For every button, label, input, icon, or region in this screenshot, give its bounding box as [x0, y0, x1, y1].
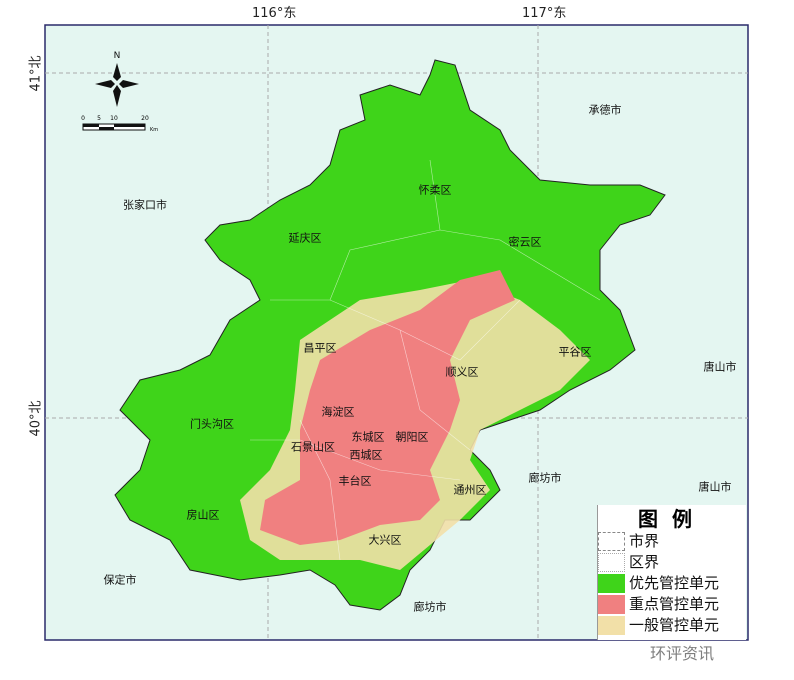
place-label: 大兴区	[368, 533, 402, 547]
place-label: 廊坊市	[528, 471, 562, 485]
legend-title: 图例	[638, 507, 706, 531]
place-label: 海淀区	[321, 405, 355, 419]
watermark: 环评资讯	[650, 644, 715, 663]
place-label: 张家口市	[123, 198, 167, 212]
place-label: 平谷区	[558, 345, 592, 359]
place-label: 朝阳区	[395, 430, 429, 444]
place-label: 顺义区	[445, 365, 479, 379]
place-label: 延庆区	[288, 231, 322, 245]
legend-label: 优先管控单元	[629, 574, 720, 592]
place-label: 东城区	[351, 430, 385, 444]
lat-label-40: 40°北	[28, 400, 44, 437]
place-label: 通州区	[453, 483, 487, 497]
lat-label-41: 41°北	[28, 55, 44, 92]
dashed-line-swatch	[598, 532, 625, 551]
green-swatch	[598, 574, 625, 593]
legend: 图例 市界 区界 优先管控单元 重点管控单元 一般管控单元	[597, 505, 746, 640]
scale-bar: 0 5 10 20 Km	[81, 115, 158, 133]
svg-text:5: 5	[97, 115, 101, 122]
lon-label-116: 116°东	[252, 6, 297, 21]
legend-item-priority: 优先管控单元	[598, 573, 746, 594]
legend-item-district-boundary: 区界	[598, 552, 746, 573]
legend-label: 重点管控单元	[629, 595, 720, 613]
district-boundaries	[250, 159, 601, 561]
legend-label: 市界	[629, 532, 660, 550]
place-label: 密云区	[508, 235, 542, 249]
dotted-line-swatch	[598, 553, 625, 572]
red-swatch	[598, 595, 625, 614]
place-label: 石景山区	[291, 440, 335, 454]
legend-label: 区界	[629, 553, 660, 571]
place-label: 廊坊市	[413, 600, 447, 614]
legend-item-general: 一般管控单元	[598, 615, 746, 636]
key-control-area	[260, 270, 515, 545]
place-label: 怀柔区	[418, 183, 452, 197]
place-label: 保定市	[103, 573, 137, 587]
north-arrow: N	[95, 51, 139, 107]
legend-label: 一般管控单元	[629, 616, 720, 634]
legend-item-key: 重点管控单元	[598, 594, 746, 615]
svg-text:0: 0	[81, 115, 85, 122]
north-label: N	[114, 51, 121, 61]
place-label: 西城区	[349, 448, 383, 462]
place-label: 门头沟区	[190, 417, 234, 431]
place-label: 唐山市	[703, 360, 737, 374]
place-label: 丰台区	[338, 474, 372, 488]
place-label: 昌平区	[303, 341, 337, 355]
svg-text:20: 20	[141, 115, 149, 122]
tan-swatch	[598, 616, 625, 635]
svg-text:Km: Km	[150, 127, 158, 133]
legend-item-city-boundary: 市界	[598, 531, 746, 552]
place-label: 唐山市	[698, 480, 732, 494]
place-label: 承德市	[588, 103, 622, 117]
svg-text:10: 10	[110, 115, 118, 122]
lon-label-117: 117°东	[522, 6, 567, 21]
place-label: 房山区	[186, 508, 220, 522]
